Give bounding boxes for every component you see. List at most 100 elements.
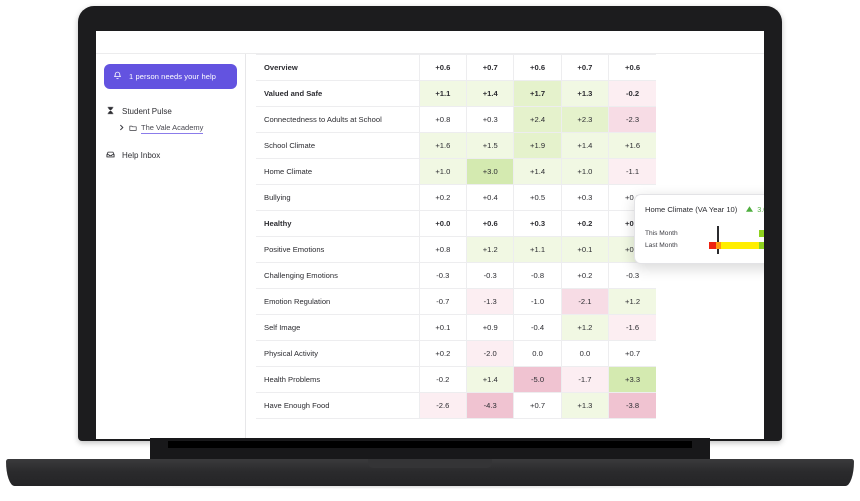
table-cell-value[interactable]: +1.4 bbox=[466, 366, 515, 393]
table-cell-value[interactable]: -0.4 bbox=[513, 314, 562, 341]
table-cell-value[interactable]: +0.3 bbox=[466, 106, 515, 133]
table-cell-value[interactable]: +1.6 bbox=[608, 132, 656, 159]
table-cell-value[interactable]: +0.0 bbox=[419, 210, 468, 237]
table-cell-value[interactable]: +3.3 bbox=[608, 366, 656, 393]
table-row[interactable]: Home Climate +1.0 +3.0 +1.4 +1.0 -1.1 bbox=[256, 158, 656, 185]
chart-baseline-marker bbox=[717, 226, 719, 254]
table-cell-value[interactable]: +1.3 bbox=[561, 80, 610, 107]
table-cell-value[interactable]: -0.3 bbox=[608, 262, 656, 289]
table-row[interactable]: Have Enough Food -2.6 -4.3 +0.7 +1.3 -3.8 bbox=[256, 392, 656, 419]
table-cell-value[interactable]: +0.8 bbox=[419, 236, 468, 263]
table-cell-value[interactable]: +0.7 bbox=[561, 54, 610, 81]
table-cell-value[interactable]: +0.1 bbox=[419, 314, 468, 341]
sidebar-item-help-inbox-label: Help Inbox bbox=[122, 151, 161, 160]
table-cell-value[interactable]: -1.3 bbox=[466, 288, 515, 315]
table-cell-value[interactable]: +1.4 bbox=[513, 158, 562, 185]
table-cell-value[interactable]: 0.0 bbox=[513, 340, 562, 367]
laptop-base-notch bbox=[368, 459, 492, 468]
table-cell-value[interactable]: +3.0 bbox=[466, 158, 515, 185]
table-row[interactable]: Physical Activity +0.2 -2.0 0.0 0.0 +0.7 bbox=[256, 340, 656, 367]
table-row[interactable]: Valued and Safe +1.1 +1.4 +1.7 +1.3 -0.2 bbox=[256, 80, 656, 107]
popup-bar-chart: This Month Last Month bbox=[645, 226, 764, 254]
table-cell-value[interactable]: -5.0 bbox=[513, 366, 562, 393]
student-pulse-icon bbox=[106, 106, 115, 117]
table-row[interactable]: Connectedness to Adults at School +0.8 +0.… bbox=[256, 106, 656, 133]
metric-detail-popup[interactable]: Home Climate (VA Year 10) 3.0 10.0 bbox=[634, 194, 764, 264]
table-row[interactable]: Emotion Regulation -0.7 -1.3 -1.0 -2.1 +1.2 bbox=[256, 288, 656, 315]
table-row-label: Connectedness to Adults at School bbox=[256, 106, 420, 133]
sidebar-item-help-inbox[interactable]: Help Inbox bbox=[104, 147, 237, 164]
table-cell-value[interactable]: +0.6 bbox=[608, 54, 656, 81]
table-cell-value[interactable]: +0.2 bbox=[561, 210, 610, 237]
table-cell-value[interactable]: -2.6 bbox=[419, 392, 468, 419]
table-cell-value[interactable]: +2.3 bbox=[561, 106, 610, 133]
table-cell-value[interactable]: -1.7 bbox=[561, 366, 610, 393]
table-cell-value[interactable]: +0.9 bbox=[466, 314, 515, 341]
sidebar-item-student-pulse[interactable]: Student Pulse bbox=[104, 103, 237, 120]
table-cell-value[interactable]: +0.2 bbox=[419, 184, 468, 211]
table-cell-value[interactable]: +0.4 bbox=[466, 184, 515, 211]
table-cell-value[interactable]: +0.6 bbox=[513, 54, 562, 81]
table-cell-value[interactable]: +1.9 bbox=[513, 132, 562, 159]
table-cell-value[interactable]: +1.1 bbox=[513, 236, 562, 263]
table-row[interactable]: Overview +0.6 +0.7 +0.6 +0.7 +0.6 bbox=[256, 54, 656, 81]
help-banner-button[interactable]: 1 person needs your help bbox=[104, 64, 237, 89]
table-cell-value[interactable]: -0.2 bbox=[419, 366, 468, 393]
table-cell-value[interactable]: -1.6 bbox=[608, 314, 656, 341]
table-cell-value[interactable]: -0.3 bbox=[419, 262, 468, 289]
table-cell-value[interactable]: 0.0 bbox=[561, 340, 610, 367]
table-cell-value[interactable]: +0.6 bbox=[466, 210, 515, 237]
pulse-table-container[interactable]: Overview +0.6 +0.7 +0.6 +0.7 +0.6 Valued and S… bbox=[246, 54, 764, 439]
popup-delta-value: 3.0 bbox=[757, 205, 764, 214]
inbox-icon bbox=[106, 150, 115, 161]
table-cell-value[interactable]: +1.2 bbox=[561, 314, 610, 341]
table-cell-value[interactable]: -2.3 bbox=[608, 106, 656, 133]
table-cell-value[interactable]: +0.7 bbox=[466, 54, 515, 81]
table-cell-value[interactable]: +0.1 bbox=[561, 236, 610, 263]
table-cell-value[interactable]: +2.4 bbox=[513, 106, 562, 133]
table-cell-value[interactable]: +0.2 bbox=[419, 340, 468, 367]
table-cell-value[interactable]: +1.7 bbox=[513, 80, 562, 107]
table-cell-value[interactable]: +1.4 bbox=[466, 80, 515, 107]
table-cell-value[interactable]: +1.2 bbox=[608, 288, 656, 315]
table-cell-value[interactable]: +1.5 bbox=[466, 132, 515, 159]
table-row[interactable]: Health Problems -0.2 +1.4 -5.0 -1.7 +3.3 bbox=[256, 366, 656, 393]
app-window: 1 person needs your help Student Pulse bbox=[96, 31, 764, 439]
table-row[interactable]: Challenging Emotions -0.3 -0.3 -0.8 +0.2 -0.3 bbox=[256, 262, 656, 289]
table-cell-value[interactable]: -0.3 bbox=[466, 262, 515, 289]
table-cell-value[interactable]: -4.3 bbox=[466, 392, 515, 419]
table-row[interactable]: Bullying +0.2 +0.4 +0.5 +0.3 +0.2 bbox=[256, 184, 656, 211]
table-cell-value[interactable]: +0.3 bbox=[513, 210, 562, 237]
table-row-label: Bullying bbox=[256, 184, 420, 211]
table-cell-value[interactable]: +1.3 bbox=[561, 392, 610, 419]
table-cell-value[interactable]: -2.0 bbox=[466, 340, 515, 367]
table-cell-value[interactable]: +0.6 bbox=[419, 54, 468, 81]
table-cell-value[interactable]: -3.8 bbox=[608, 392, 656, 419]
table-row[interactable]: Self Image +0.1 +0.9 -0.4 +1.2 -1.6 bbox=[256, 314, 656, 341]
table-cell-value[interactable]: +0.2 bbox=[561, 262, 610, 289]
table-cell-value[interactable]: -0.2 bbox=[608, 80, 656, 107]
table-cell-value[interactable]: -1.0 bbox=[513, 288, 562, 315]
table-cell-value[interactable]: +1.6 bbox=[419, 132, 468, 159]
folder-icon bbox=[129, 124, 137, 134]
table-cell-value[interactable]: +1.2 bbox=[466, 236, 515, 263]
table-cell-value[interactable]: +1.0 bbox=[419, 158, 468, 185]
table-cell-value[interactable]: +0.7 bbox=[513, 392, 562, 419]
table-cell-value[interactable]: +0.5 bbox=[513, 184, 562, 211]
table-row[interactable]: Positive Emotions +0.8 +1.2 +1.1 +0.1 +0.5 bbox=[256, 236, 656, 263]
table-cell-value[interactable]: -2.1 bbox=[561, 288, 610, 315]
sidebar-child-the-vale-academy[interactable]: The Vale Academy bbox=[104, 120, 237, 137]
table-cell-value[interactable]: -1.1 bbox=[608, 158, 656, 185]
table-cell-value[interactable]: +1.4 bbox=[561, 132, 610, 159]
chart-row: This Month bbox=[645, 228, 764, 238]
table-cell-value[interactable]: +0.8 bbox=[419, 106, 468, 133]
table-cell-value[interactable]: +0.3 bbox=[561, 184, 610, 211]
chevron-right-icon[interactable] bbox=[118, 124, 125, 133]
table-cell-value[interactable]: +1.1 bbox=[419, 80, 468, 107]
table-cell-value[interactable]: +1.0 bbox=[561, 158, 610, 185]
table-cell-value[interactable]: +0.7 bbox=[608, 340, 656, 367]
table-row[interactable]: Healthy +0.0 +0.6 +0.3 +0.2 +0.4 bbox=[256, 210, 656, 237]
table-cell-value[interactable]: -0.7 bbox=[419, 288, 468, 315]
table-cell-value[interactable]: -0.8 bbox=[513, 262, 562, 289]
table-row[interactable]: School Climate +1.6 +1.5 +1.9 +1.4 +1.6 bbox=[256, 132, 656, 159]
